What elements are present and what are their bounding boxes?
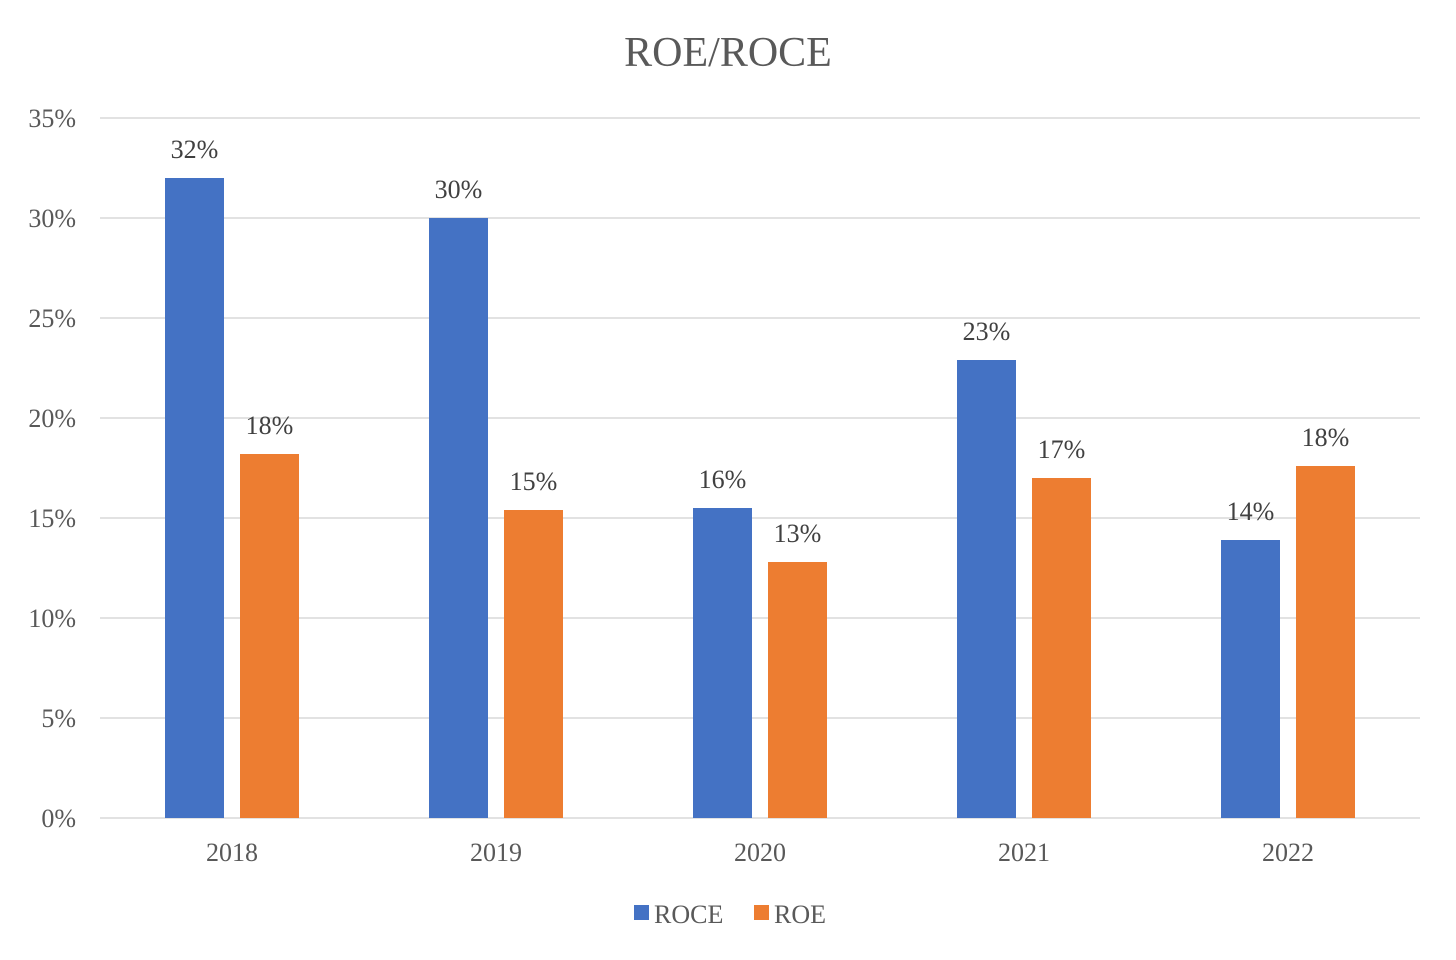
x-tick-label: 2021 [998,838,1050,867]
legend-label: ROCE [654,900,723,929]
legend-label: ROE [774,900,826,929]
data-label-roe-2019: 15% [510,467,558,496]
x-tick-label: 2018 [206,838,258,867]
data-label-roe-2021: 17% [1038,435,1086,464]
chart-title: ROE/ROCE [624,30,832,76]
bar-roe-2022[interactable] [1296,466,1355,818]
data-label-roce-2022: 14% [1227,497,1275,526]
data-label-roe-2020: 13% [774,519,822,548]
y-tick-label: 30% [28,204,76,233]
gridlines [100,117,1420,819]
legend-swatch [634,905,649,920]
data-labels: 32% 18% 30% 15% 16% 13% 23% 17% 14% 18% [171,135,1350,548]
data-label-roce-2021: 23% [963,317,1011,346]
legend[interactable]: ROCE ROE [634,900,826,929]
legend-item-roce[interactable]: ROCE [634,900,723,929]
y-tick-label: 15% [28,504,76,533]
y-tick-label: 0% [41,804,76,833]
bar-roce-2021[interactable] [957,360,1016,818]
x-tick-label: 2022 [1262,838,1314,867]
data-label-roce-2019: 30% [435,175,483,204]
y-tick-label: 20% [28,404,76,433]
data-label-roce-2020: 16% [699,465,747,494]
bar-roe-2019[interactable] [504,510,563,818]
x-tick-label: 2020 [734,838,786,867]
bars [165,178,1355,818]
x-axis-ticks: 2018 2019 2020 2021 2022 [206,838,1314,867]
bar-roce-2018[interactable] [165,178,224,818]
y-tick-label: 35% [28,104,76,133]
y-tick-label: 25% [28,304,76,333]
bar-roe-2020[interactable] [768,562,827,818]
y-tick-label: 5% [41,704,76,733]
bar-roce-2022[interactable] [1221,540,1280,818]
data-label-roe-2022: 18% [1302,423,1350,452]
data-label-roce-2018: 32% [171,135,219,164]
data-label-roe-2018: 18% [246,411,294,440]
legend-swatch [754,905,769,920]
bar-roce-2019[interactable] [429,218,488,818]
y-axis-ticks: 0% 5% 10% 15% 20% 25% 30% 35% [28,104,76,833]
y-tick-label: 10% [28,604,76,633]
x-tick-label: 2019 [470,838,522,867]
bar-roe-2021[interactable] [1032,478,1091,818]
bar-roce-2020[interactable] [693,508,752,818]
bar-roe-2018[interactable] [240,454,299,818]
legend-item-roe[interactable]: ROE [754,900,826,929]
